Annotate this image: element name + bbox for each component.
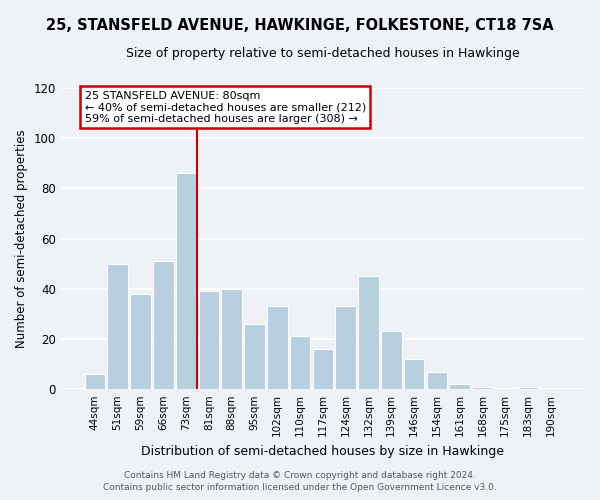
Bar (381, 332, 401, 389)
Bar (221, 289, 242, 389)
Title: Size of property relative to semi-detached houses in Hawkinge: Size of property relative to semi-detach… (126, 48, 520, 60)
Bar (313, 349, 333, 389)
Bar (85, 374, 105, 389)
Bar (335, 306, 356, 389)
Bar (244, 324, 265, 389)
Bar (472, 386, 493, 389)
X-axis label: Distribution of semi-detached houses by size in Hawkinge: Distribution of semi-detached houses by … (142, 444, 505, 458)
Bar (199, 292, 219, 389)
Y-axis label: Number of semi-detached properties: Number of semi-detached properties (15, 130, 28, 348)
Bar (267, 306, 287, 389)
Bar (404, 359, 424, 389)
Bar (449, 384, 470, 389)
Bar (130, 294, 151, 389)
Bar (107, 264, 128, 389)
Text: 25, STANSFELD AVENUE, HAWKINGE, FOLKESTONE, CT18 7SA: 25, STANSFELD AVENUE, HAWKINGE, FOLKESTO… (46, 18, 554, 32)
Text: 25 STANSFELD AVENUE: 80sqm
← 40% of semi-detached houses are smaller (212)
59% o: 25 STANSFELD AVENUE: 80sqm ← 40% of semi… (85, 90, 366, 124)
Bar (290, 336, 310, 389)
Bar (427, 372, 447, 389)
Bar (176, 174, 196, 389)
Text: Contains HM Land Registry data © Crown copyright and database right 2024.
Contai: Contains HM Land Registry data © Crown c… (103, 471, 497, 492)
Bar (358, 276, 379, 389)
Bar (153, 261, 173, 389)
Bar (518, 386, 538, 389)
